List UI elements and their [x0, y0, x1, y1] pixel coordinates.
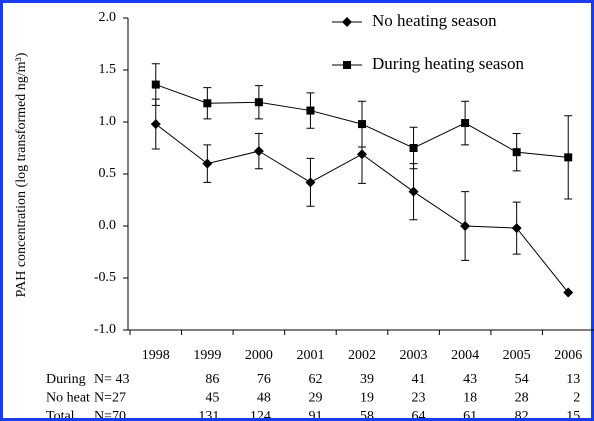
row-label: No heat	[46, 391, 90, 406]
table-cell: 131	[198, 409, 219, 421]
legend-label: During heating season	[372, 54, 525, 73]
legend-label: No heating season	[372, 11, 497, 30]
marker	[253, 146, 264, 157]
y-tick-label: 0.5	[99, 166, 117, 181]
marker	[564, 153, 573, 162]
table-cell: 13	[566, 372, 580, 387]
x-tick-label: 2005	[503, 348, 531, 363]
x-tick-label: 2001	[296, 348, 324, 363]
table-cell: 54	[515, 372, 529, 387]
table-cell: 2	[573, 391, 580, 406]
table-cell: 82	[515, 409, 529, 421]
x-tick-label: 2003	[400, 348, 428, 363]
table-cell: 76	[257, 372, 271, 387]
x-tick-label: 2006	[554, 348, 582, 363]
table-cell: 62	[308, 372, 322, 387]
table-cell: 28	[515, 391, 529, 406]
table-cell: 29	[308, 391, 322, 406]
marker	[203, 99, 212, 108]
table-cell: 58	[360, 409, 374, 421]
marker	[151, 80, 160, 89]
table-cell: 15	[566, 409, 580, 421]
table-cell: N= 43	[94, 372, 130, 387]
x-tick-label: 2002	[348, 348, 376, 363]
marker	[150, 119, 161, 130]
table-cell: 18	[463, 391, 477, 406]
y-tick-label: 0.0	[99, 218, 117, 233]
table-cell: 86	[205, 372, 219, 387]
marker	[461, 119, 470, 128]
marker	[357, 149, 367, 160]
legend-marker	[342, 17, 352, 27]
table-cell: 64	[412, 409, 426, 421]
marker	[358, 120, 366, 129]
y-tick-label: 1.0	[99, 114, 117, 129]
x-tick-label: 2004	[451, 348, 479, 363]
table-cell: N=27	[94, 391, 126, 406]
table-cell: 41	[412, 372, 426, 387]
table-cell: 19	[360, 391, 374, 406]
y-tick-label: 2.0	[99, 10, 117, 25]
marker	[202, 158, 213, 169]
y-tick-label: 1.5	[99, 62, 117, 77]
y-axis-label: PAH concentration (log transformed ng/m³…	[14, 52, 29, 297]
table-cell: 43	[463, 372, 477, 387]
marker	[512, 148, 521, 157]
table-cell: 61	[463, 409, 477, 421]
table-cell: 45	[205, 391, 219, 406]
row-label: Total	[46, 409, 75, 421]
marker	[511, 223, 522, 234]
marker	[305, 177, 316, 188]
table-cell: N=70	[94, 409, 126, 421]
x-tick-label: 2000	[245, 348, 273, 363]
marker	[563, 287, 574, 298]
y-tick-label: -1.0	[94, 322, 116, 337]
marker	[460, 221, 471, 231]
marker	[254, 98, 263, 107]
table-cell: 23	[412, 391, 426, 406]
table-cell: 124	[250, 409, 271, 421]
legend-marker	[343, 61, 351, 69]
y-tick-label: -0.5	[94, 270, 116, 285]
row-label: During	[46, 372, 86, 387]
table-cell: 39	[360, 372, 374, 387]
marker	[409, 144, 418, 152]
marker	[408, 186, 419, 197]
table-cell: 48	[257, 391, 271, 406]
table-cell: 91	[308, 409, 322, 421]
x-tick-label: 1999	[193, 348, 221, 363]
marker	[306, 106, 315, 115]
x-tick-label: 1998	[142, 348, 170, 363]
